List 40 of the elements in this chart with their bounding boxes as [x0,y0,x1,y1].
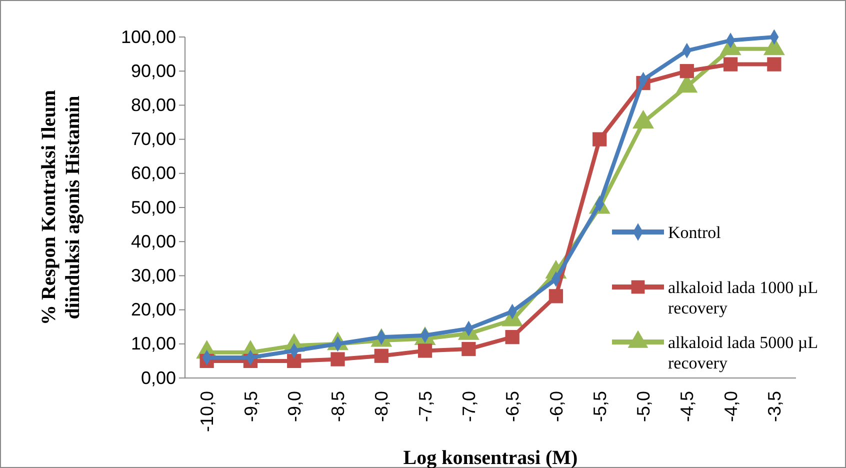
x-tick-label: -10,0 [197,391,218,432]
y-tick-label: 100,00 [120,26,176,47]
y-tick-label: 10,00 [130,334,176,354]
y-tick-label: 40,00 [130,231,176,252]
point [374,348,388,363]
point [462,342,476,356]
x-tick-label: -4,5 [677,391,698,422]
point [505,330,520,344]
x-tick-label: -9,5 [240,391,261,422]
point [548,289,564,304]
point [330,352,345,366]
legend-label: Kontrol [668,223,722,242]
y-tick-label: 50,00 [130,197,176,218]
y-tick-label: 0,00 [140,368,176,388]
x-tick-label: -7,0 [458,391,479,422]
point [680,64,694,78]
y-tick-label: 30,00 [130,265,176,286]
x-tick-label: -6,5 [502,391,523,422]
point [418,344,432,358]
x-tick-label: -5,0 [634,391,654,422]
y-tick-label: 20,00 [130,300,176,320]
point [592,132,607,146]
y-tick-label: 90,00 [130,60,176,81]
x-tick-label: -5,5 [590,391,610,422]
x-tick-label: -7,5 [415,391,436,422]
point [767,57,782,72]
x-tick-label: -6,0 [546,391,566,422]
y-tick-label: 70,00 [130,129,176,150]
x-tick-label: -9,0 [284,391,304,422]
x-tick-label: -8,0 [372,391,392,422]
y-tick-label: 60,00 [130,163,176,184]
x-tick-label: -8,5 [328,391,348,422]
x-tick-label: -3,5 [764,391,784,422]
legend-label: alkaloid lada 5000 µL recovery [668,333,818,372]
point [723,57,738,72]
x-tick-label: -4,0 [720,391,741,422]
y-axis-title: % Respon Kontraksi Ileum diinduksi agonis Histamin [38,90,84,326]
legend-label: alkaloid lada 1000 µL recovery [668,278,818,318]
y-tick-label: 80,00 [130,94,176,115]
point [287,354,302,368]
